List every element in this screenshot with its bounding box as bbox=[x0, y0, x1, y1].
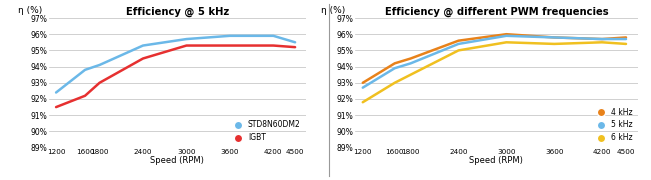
Text: η (%): η (%) bbox=[18, 6, 42, 15]
Legend: STD8N60DM2, IGBT: STD8N60DM2, IGBT bbox=[229, 119, 302, 144]
Title: Efficiency @ different PWM frequencies: Efficiency @ different PWM frequencies bbox=[385, 7, 608, 17]
Title: Efficiency @ 5 kHz: Efficiency @ 5 kHz bbox=[126, 7, 229, 17]
Legend: 4 kHz, 5 kHz, 6 kHz: 4 kHz, 5 kHz, 6 kHz bbox=[592, 106, 634, 144]
X-axis label: Speed (RPM): Speed (RPM) bbox=[469, 156, 523, 165]
X-axis label: Speed (RPM): Speed (RPM) bbox=[150, 156, 204, 165]
Text: η (%): η (%) bbox=[321, 6, 345, 15]
